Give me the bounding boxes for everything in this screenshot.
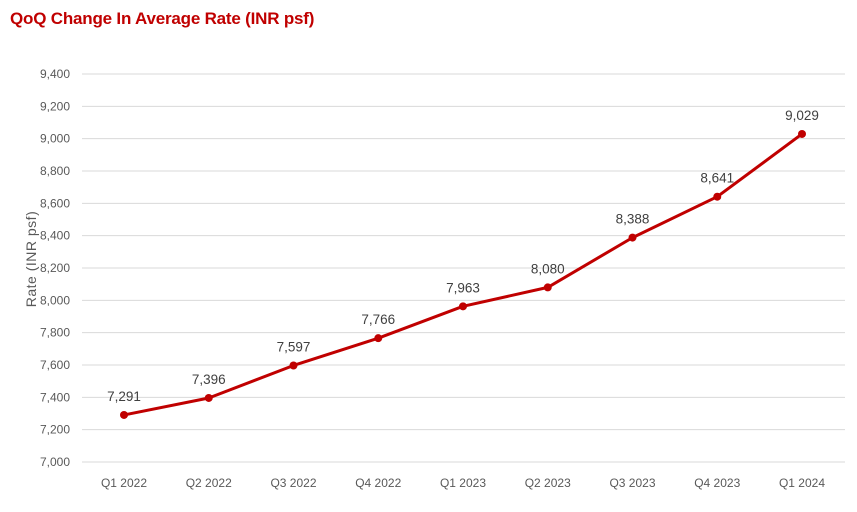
data-point bbox=[713, 192, 722, 201]
y-tick-label: 7,400 bbox=[40, 390, 70, 404]
data-point bbox=[798, 129, 806, 138]
x-tick-label: Q2 2023 bbox=[525, 476, 571, 490]
x-tick-label: Q1 2024 bbox=[779, 476, 825, 490]
data-label: 7,766 bbox=[361, 312, 395, 327]
data-label: 8,080 bbox=[531, 261, 565, 276]
data-point bbox=[204, 393, 213, 402]
x-tick-label: Q4 2023 bbox=[694, 476, 740, 490]
data-label: 7,291 bbox=[107, 389, 141, 404]
data-point bbox=[289, 361, 298, 370]
data-label: 8,641 bbox=[700, 171, 734, 186]
data-label: 7,597 bbox=[277, 339, 311, 354]
y-tick-label: 8,400 bbox=[40, 229, 70, 243]
chart-title: QoQ Change In Average Rate (INR psf) bbox=[10, 9, 315, 28]
y-tick-label: 7,800 bbox=[40, 326, 70, 340]
y-tick-label: 7,600 bbox=[40, 358, 70, 372]
y-tick-label: 8,200 bbox=[40, 261, 70, 275]
y-tick-label: 9,000 bbox=[40, 132, 70, 146]
data-point bbox=[459, 302, 467, 311]
y-tick-label: 8,800 bbox=[40, 164, 70, 178]
x-tick-label: Q4 2022 bbox=[355, 476, 401, 490]
y-tick-label: 9,200 bbox=[40, 99, 70, 113]
y-tick-labels: 7,000 7,200 7,400 7,600 7,800 8,000 8,200 8,400… bbox=[40, 67, 70, 469]
y-tick-label: 7,200 bbox=[40, 423, 70, 437]
data-point bbox=[120, 410, 128, 419]
gridlines bbox=[82, 73, 845, 463]
data-label: 8,388 bbox=[616, 212, 650, 227]
data-label: 7,963 bbox=[446, 280, 480, 295]
data-labels: 7,291 7,396 7,597 7,766 7,963 8,080 8,388 8,641… bbox=[107, 108, 819, 404]
data-label: 9,029 bbox=[785, 108, 819, 123]
x-tick-label: Q1 2022 bbox=[101, 476, 147, 490]
data-label: 7,396 bbox=[192, 372, 226, 387]
data-points bbox=[120, 129, 806, 419]
x-tick-label: Q1 2023 bbox=[440, 476, 486, 490]
y-tick-label: 7,000 bbox=[40, 455, 70, 469]
x-tick-label: Q2 2022 bbox=[186, 476, 232, 490]
data-point bbox=[628, 233, 637, 242]
y-tick-label: 8,600 bbox=[40, 196, 70, 210]
x-tick-label: Q3 2023 bbox=[609, 476, 655, 490]
data-point bbox=[374, 334, 383, 343]
data-point bbox=[543, 283, 552, 292]
y-tick-label: 9,400 bbox=[40, 67, 70, 81]
x-tick-labels: Q1 2022 Q2 2022 Q3 2022 Q4 2022 Q1 2023 Q2 20… bbox=[101, 476, 825, 490]
x-tick-label: Q3 2022 bbox=[270, 476, 316, 490]
y-tick-label: 8,000 bbox=[40, 293, 70, 307]
